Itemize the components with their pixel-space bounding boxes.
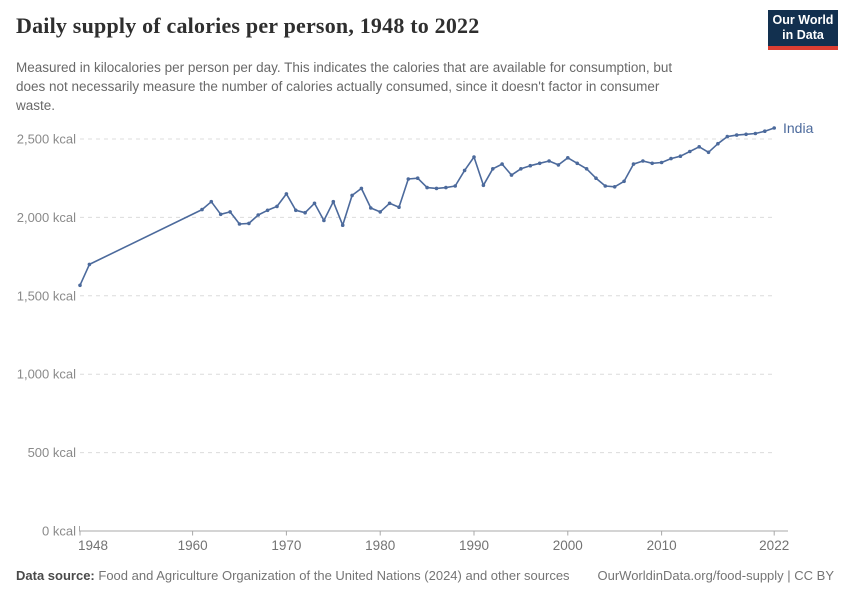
data-point[interactable] bbox=[528, 163, 533, 168]
data-point[interactable] bbox=[744, 132, 748, 137]
data-point[interactable] bbox=[303, 210, 307, 215]
data-point[interactable] bbox=[481, 183, 486, 188]
y-axis-tick-label: 1,500 kcal bbox=[17, 288, 76, 303]
owid-logo[interactable]: Our World in Data bbox=[768, 10, 838, 50]
data-point[interactable] bbox=[434, 186, 439, 191]
owid-logo-line2: in Data bbox=[782, 28, 824, 42]
data-point[interactable] bbox=[763, 129, 767, 133]
y-axis-tick-label: 2,000 kcal bbox=[17, 210, 76, 225]
data-point[interactable] bbox=[237, 222, 242, 226]
x-axis-tick-label: 2000 bbox=[553, 538, 583, 553]
data-point[interactable] bbox=[566, 156, 570, 160]
data-point[interactable] bbox=[622, 179, 626, 184]
data-point[interactable] bbox=[669, 156, 673, 161]
data-point[interactable] bbox=[200, 207, 204, 212]
data-point[interactable] bbox=[734, 133, 739, 137]
data-point[interactable] bbox=[603, 184, 608, 188]
data-point[interactable] bbox=[453, 184, 458, 188]
data-point[interactable] bbox=[415, 176, 420, 180]
series-india[interactable] bbox=[78, 126, 776, 288]
data-point[interactable] bbox=[594, 176, 598, 180]
data-point[interactable] bbox=[331, 199, 336, 204]
data-point[interactable] bbox=[509, 173, 514, 177]
data-point[interactable] bbox=[228, 210, 232, 214]
data-point[interactable] bbox=[556, 163, 561, 167]
credit-link[interactable]: OurWorldinData.org/food-supply | CC BY bbox=[597, 568, 834, 583]
page-title: Daily supply of calories per person, 194… bbox=[16, 13, 480, 38]
data-point[interactable] bbox=[378, 210, 383, 214]
data-point[interactable] bbox=[369, 206, 373, 210]
data-point[interactable] bbox=[706, 150, 711, 155]
y-axis-tick-label: 500 kcal bbox=[28, 445, 77, 460]
x-axis-tick-label: 2022 bbox=[759, 538, 789, 553]
data-point[interactable] bbox=[631, 162, 636, 166]
data-source-label: Data source: bbox=[16, 568, 95, 583]
data-point[interactable] bbox=[537, 161, 542, 166]
data-point[interactable] bbox=[753, 131, 758, 136]
owid-logo-line1: Our World bbox=[772, 13, 834, 27]
x-axis-tick-label: 1990 bbox=[459, 538, 489, 553]
data-point[interactable] bbox=[688, 149, 692, 154]
data-point[interactable] bbox=[547, 159, 551, 163]
data-point[interactable] bbox=[340, 223, 345, 227]
data-point[interactable] bbox=[247, 221, 251, 226]
data-point[interactable] bbox=[519, 167, 523, 171]
data-point[interactable] bbox=[725, 134, 730, 139]
data-point[interactable] bbox=[612, 185, 617, 189]
x-axis-tick-label: 1970 bbox=[271, 538, 301, 553]
data-point[interactable] bbox=[462, 168, 467, 173]
data-point[interactable] bbox=[256, 213, 261, 217]
data-source-text: Food and Agriculture Organization of the… bbox=[98, 568, 570, 583]
data-point[interactable] bbox=[491, 167, 495, 171]
x-axis-tick-label: 1960 bbox=[178, 538, 208, 553]
data-point[interactable] bbox=[387, 201, 392, 206]
data-point[interactable] bbox=[641, 159, 645, 163]
data-point[interactable] bbox=[294, 208, 298, 213]
subtitle-line-1: Measured in kilocalories per person per … bbox=[16, 60, 673, 75]
data-point[interactable] bbox=[659, 160, 664, 165]
y-axis-tick-label: 2,500 kcal bbox=[17, 132, 76, 147]
data-point[interactable] bbox=[284, 192, 289, 196]
subtitle-line-3: waste. bbox=[16, 98, 56, 113]
chart-subtitle: Measured in kilocalories per person per … bbox=[16, 58, 672, 115]
data-point[interactable] bbox=[425, 185, 429, 190]
data-point[interactable] bbox=[312, 201, 317, 206]
data-point[interactable] bbox=[500, 162, 504, 166]
data-point[interactable] bbox=[87, 262, 92, 267]
subtitle-line-2: does not necessarily measure the number … bbox=[16, 79, 660, 94]
x-axis-tick-label: 1980 bbox=[365, 538, 395, 553]
data-point[interactable] bbox=[650, 161, 654, 166]
y-axis-tick-label: 0 kcal bbox=[42, 524, 76, 539]
data-point[interactable] bbox=[716, 141, 720, 146]
data-point[interactable] bbox=[772, 126, 776, 130]
data-point[interactable] bbox=[397, 205, 401, 209]
data-source-note: Data source: Food and Agriculture Organi… bbox=[16, 568, 570, 583]
data-point[interactable] bbox=[406, 177, 411, 181]
data-point[interactable] bbox=[218, 212, 223, 217]
series-label-india[interactable]: India bbox=[783, 120, 814, 136]
data-point[interactable] bbox=[78, 283, 82, 288]
series-line[interactable] bbox=[79, 127, 775, 287]
data-point[interactable] bbox=[322, 218, 326, 223]
data-point[interactable] bbox=[209, 199, 214, 204]
x-axis-tick-label: 1948 bbox=[78, 538, 108, 553]
data-point[interactable] bbox=[472, 155, 476, 159]
data-point[interactable] bbox=[265, 208, 270, 213]
y-axis-tick-label: 1,000 kcal bbox=[17, 367, 76, 382]
x-axis-tick-label: 2010 bbox=[647, 538, 677, 553]
data-point[interactable] bbox=[359, 186, 364, 191]
data-point[interactable] bbox=[350, 193, 354, 198]
data-point[interactable] bbox=[584, 167, 589, 171]
data-point[interactable] bbox=[678, 154, 683, 158]
data-point[interactable] bbox=[444, 185, 448, 190]
data-point[interactable] bbox=[575, 161, 579, 166]
data-point[interactable] bbox=[275, 204, 279, 209]
data-point[interactable] bbox=[697, 145, 701, 149]
